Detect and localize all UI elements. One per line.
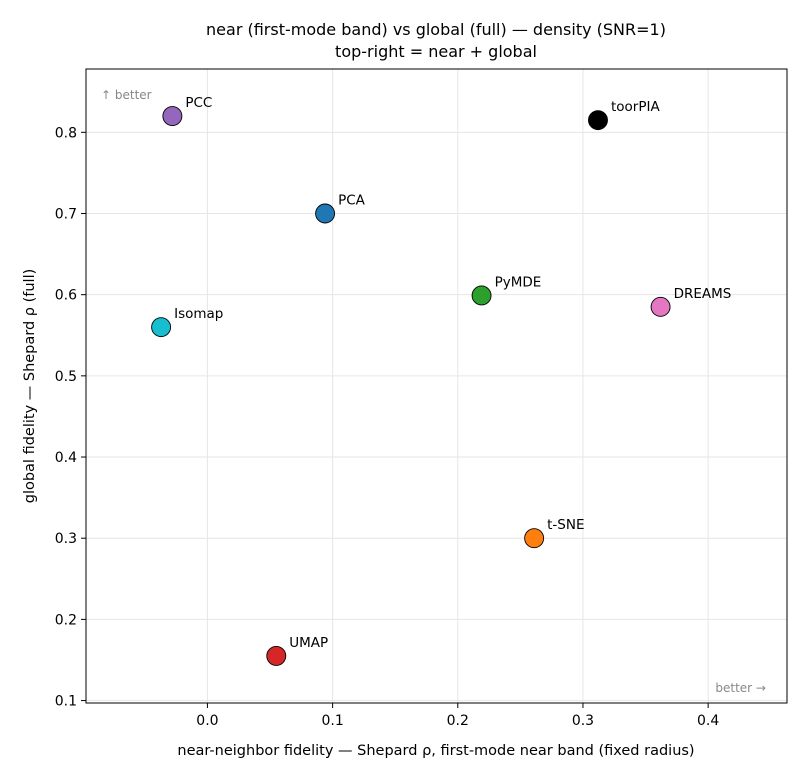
- x-axis-label: near-neighbor fidelity — Shepard ρ, firs…: [177, 743, 694, 759]
- chart-title: near (first-mode band) vs global (full) …: [206, 20, 666, 39]
- point-pymde: [471, 285, 492, 306]
- point-pca: [315, 203, 336, 224]
- y-tick-label: 0.1: [55, 694, 77, 710]
- y-tick-label: 0.6: [55, 288, 77, 304]
- point-label: PyMDE: [495, 274, 542, 290]
- point-label: PCA: [338, 192, 366, 208]
- point-dreams: [650, 296, 671, 317]
- point-label: DREAMS: [674, 286, 732, 302]
- point-label: PCC: [185, 95, 212, 111]
- point-pcc: [162, 106, 183, 127]
- x-tick-label: 0.2: [447, 713, 469, 729]
- y-tick-label: 0.4: [55, 450, 77, 466]
- y-tick-label: 0.2: [55, 612, 77, 628]
- y-tick-label: 0.3: [55, 531, 77, 547]
- point-t-sne: [524, 528, 545, 549]
- point-label: UMAP: [289, 635, 328, 651]
- data-points: PCC toorPIA PCA PyMDE DREAMS Isomap t-SNE UMAP: [151, 95, 732, 666]
- point-label: toorPIA: [611, 99, 660, 115]
- better-up-hint: ↑ better: [101, 88, 152, 102]
- axis-ticks: 0.0 0.1 0.2 0.3 0.4 0.1 0.2 0.3 0.4 0.5 0.6 0.7 0.8: [55, 125, 720, 729]
- x-tick-label: 0.4: [697, 713, 719, 729]
- plot-frame: [85, 68, 788, 704]
- better-right-hint: better →: [715, 681, 766, 695]
- point-isomap: [151, 317, 172, 338]
- point-umap: [266, 645, 287, 666]
- point-label: t-SNE: [547, 517, 584, 533]
- point-toorpia: [588, 110, 608, 131]
- y-tick-label: 0.8: [55, 125, 77, 141]
- y-axis-label: global fidelity — Shepard ρ (full): [22, 269, 38, 504]
- y-tick-label: 0.5: [55, 369, 77, 385]
- point-label: Isomap: [174, 306, 223, 322]
- x-tick-label: 0.1: [321, 713, 343, 729]
- x-tick-label: 0.0: [196, 713, 218, 729]
- y-tick-label: 0.7: [55, 206, 77, 222]
- grid-lines: [86, 69, 787, 703]
- x-tick-label: 0.3: [572, 713, 594, 729]
- chart-subtitle: top-right = near + global: [335, 42, 537, 61]
